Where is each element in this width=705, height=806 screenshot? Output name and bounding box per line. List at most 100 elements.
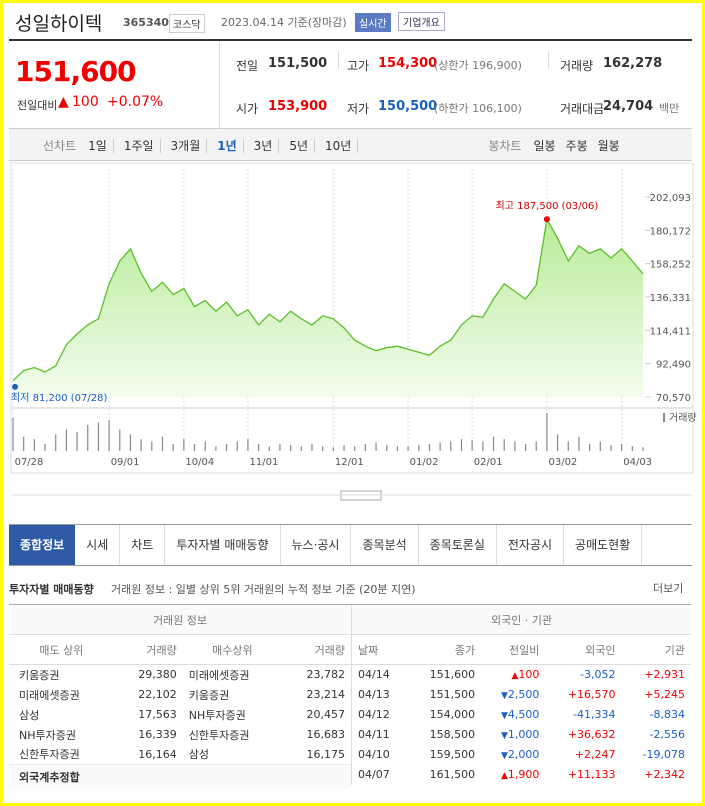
broker-cell: 16,164 [138,747,177,761]
broker-cell: 23,782 [306,668,346,682]
y-tick-label: 70,570 [656,393,691,404]
company-info-button[interactable]: 기업개요 [398,12,445,31]
tab[interactable]: 뉴스·공시 [281,525,352,565]
volume-bar [33,439,35,451]
volume-bar [589,443,591,451]
broker-cell: NH투자증권 [188,708,246,722]
broker-cell: 16,339 [138,728,177,741]
more-link[interactable]: 더보기 [653,582,684,595]
table-header: 거래원 정보 [9,604,351,635]
change-cell: ▼4,500 [481,705,545,725]
change-label: 전일대비 [17,99,58,112]
broker-row: 키움증권 29,380 미래에셋증권 23,782 [9,665,351,685]
stat-value: 151,500 [268,56,328,71]
column-header: 기관 [621,634,691,665]
foreign-cell: -3,052 [580,668,616,682]
stat-label: 고가 [347,59,370,73]
y-tick-label: 158,252 [650,260,691,271]
market-badge: 코스닥 [169,14,205,33]
change-arrow: ▲ [58,94,69,110]
foreign-cell: +36,632 [567,728,616,741]
period-button[interactable]: 5년 [289,139,316,153]
change-value: 2,500 [507,688,540,701]
stat-value: 154,300 [378,56,438,71]
section-title: 투자자별 매매동향 [9,583,94,596]
change-pct: +0.07% [107,94,164,110]
broker-cell: 신한투자증권 [19,748,80,762]
tab[interactable]: 전자공시 [497,525,565,565]
volume-bar [354,446,356,451]
period-label: 봉차트 [488,139,522,153]
change-cell: ▲1,900 [481,765,545,785]
volume-bar [535,441,537,451]
divider [548,51,549,69]
change-value: 2,000 [507,748,540,761]
change-arrow: ▼ [500,691,508,701]
investor-row: 04/12 154,000 ▼4,500 -41,334 -8,834 [352,705,692,725]
broker-cell: NH투자증권 [19,728,76,742]
volume-bar [418,445,420,451]
realtime-button[interactable]: 실시간 [355,13,391,32]
period-button[interactable]: 1일 [88,139,114,153]
change-arrow: ▼ [500,731,508,741]
inst-cell: -2,556 [649,728,685,741]
volume-bar [599,441,601,451]
y-tick-label: 180,172 [650,226,691,237]
change-cell: ▼2,500 [481,685,545,705]
volume-bar [300,446,302,451]
investor-row: 04/14 151,600 ▲100 -3,052 +2,931 [352,665,692,685]
column-header: 거래량 [282,634,351,665]
tab[interactable]: 종목토론실 [419,525,497,565]
inst-cell: -8,834 [649,708,685,721]
x-tick-label: 11/01 [250,457,279,468]
tab[interactable]: 시세 [75,525,121,565]
period-button[interactable]: 1년 [217,139,244,153]
broker-cell: 키움증권 [188,688,230,702]
period-button[interactable]: 3개월 [170,139,208,153]
broker-cell: 22,102 [138,688,177,701]
volume-bar [119,429,121,451]
volume-bar [386,445,388,451]
broker-cell: 삼성 [188,748,209,762]
stat-label: 전일 [236,59,259,73]
volume-bar [140,439,142,451]
volume-bar [236,441,238,451]
base-date: 2023.04.14 기준(장마감) [221,16,347,29]
header-row: 외국인 · 기관 [351,604,691,635]
date-cell: 04/13 [358,688,390,701]
foreign-cell: +2,247 [574,748,616,761]
stat-value: 153,900 [268,99,328,114]
volume-bar [215,446,217,451]
summary-box [9,39,692,129]
tab[interactable]: 공매도현황 [564,525,643,565]
period-button[interactable]: 10년 [325,139,359,153]
period-button[interactable]: 1주일 [123,139,161,153]
broker-cell: 17,563 [138,708,177,721]
change-value: 1,900 [507,768,540,781]
volume-bar [375,442,377,451]
tab[interactable]: 투자자별 매매동향 [165,525,281,565]
stock-chart: 07/28 09/01 10/04 11/01 12/01 01/02 02/01 03/02… [10,162,697,501]
period-button[interactable]: 3년 [253,139,280,153]
column-header: 매수상위 [182,634,283,665]
period-button[interactable]: 주봉 [565,139,588,153]
period-button[interactable]: 월봉 [597,139,620,153]
date-cell: 04/07 [358,768,390,781]
volume-bar [161,436,164,451]
volume-bar [44,443,46,451]
inst-cell: -19,078 [642,748,685,761]
volume-bar [578,436,580,451]
volume-bar [610,445,612,451]
tab[interactable]: 종합정보 [9,525,76,565]
x-tick-label: 09/01 [111,457,140,468]
tab[interactable]: 차트 [120,525,166,565]
volume-bar [108,420,110,451]
volume-bar [439,442,441,451]
y-tick-label: 114,411 [650,326,691,337]
period-button[interactable]: 일봉 [533,139,556,153]
x-tick-label: 02/01 [474,457,503,468]
inst-cell: +2,931 [644,668,685,682]
column-header: 매도 상위 [9,634,114,665]
inst-cell: +2,342 [644,768,685,781]
tab[interactable]: 종목분석 [351,525,419,565]
